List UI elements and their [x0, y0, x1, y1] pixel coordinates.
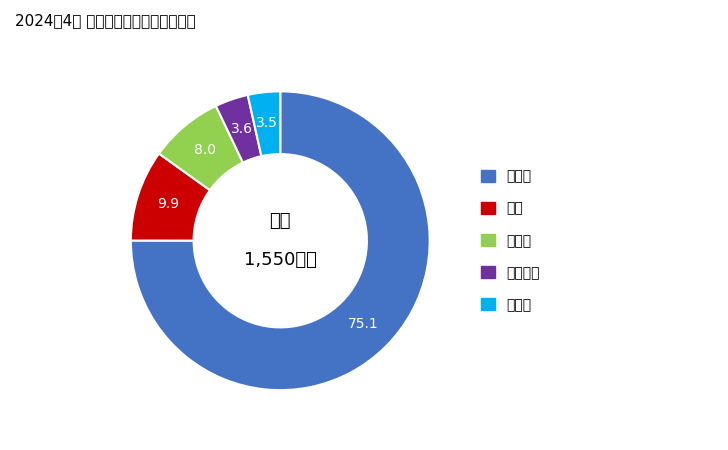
Text: 3.5: 3.5 — [256, 117, 278, 130]
Wedge shape — [248, 91, 280, 156]
Wedge shape — [131, 91, 430, 390]
Text: 8.0: 8.0 — [194, 143, 215, 157]
Legend: ドイツ, 米国, インド, イタリア, その他: ドイツ, 米国, インド, イタリア, その他 — [481, 170, 540, 312]
Text: 75.1: 75.1 — [348, 317, 379, 331]
Wedge shape — [216, 95, 261, 162]
Text: 総額: 総額 — [269, 212, 291, 230]
Text: 9.9: 9.9 — [157, 198, 179, 212]
Text: 1,550万円: 1,550万円 — [244, 251, 317, 269]
Text: 3.6: 3.6 — [231, 122, 253, 136]
Text: 2024年4月 輸入相手国のシェア（％）: 2024年4月 輸入相手国のシェア（％） — [15, 14, 195, 28]
Wedge shape — [131, 153, 210, 241]
Wedge shape — [159, 106, 243, 190]
